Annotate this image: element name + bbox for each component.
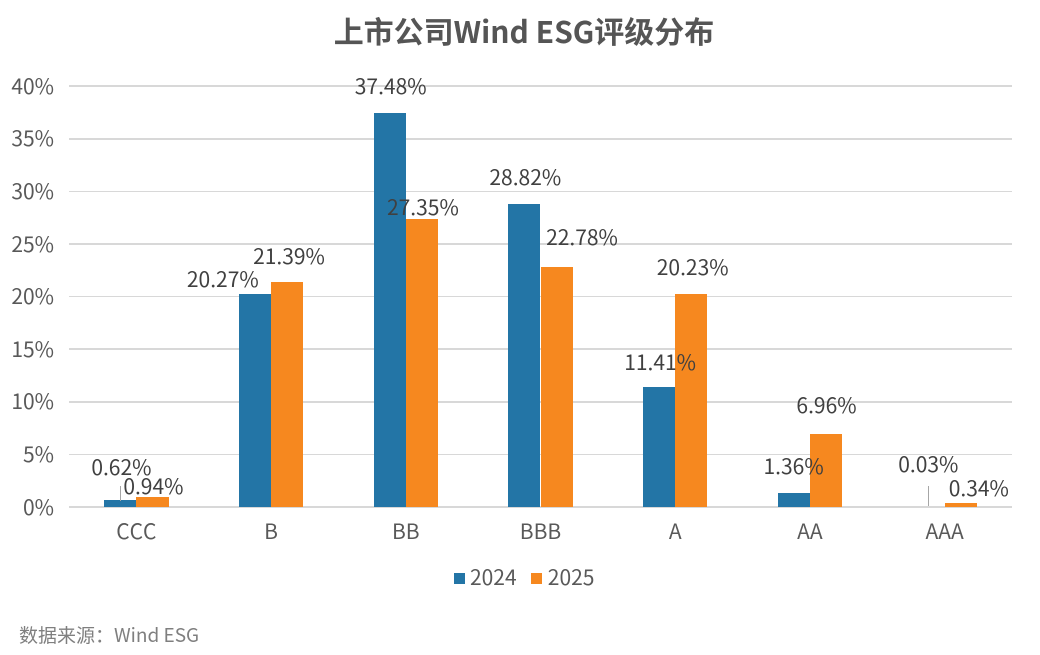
- data-label-2024-CCC: 0.62%: [91, 451, 152, 482]
- bar-2024-BB: [373, 112, 406, 507]
- gridline-0%: [69, 506, 1012, 508]
- data-label-2024-BBB: 28.82%: [489, 161, 562, 192]
- bar-2025-AA: [809, 433, 843, 507]
- bar-2025-B: [271, 281, 304, 507]
- bar-2025-BB: [405, 219, 438, 507]
- y-axis-tick-label: 20%: [11, 281, 54, 312]
- data-label-2024-A: 11.41%: [624, 346, 696, 377]
- data-label-2024-BB: 37.48%: [354, 71, 427, 102]
- source-note: 数据来源：Wind ESG: [19, 621, 200, 648]
- x-axis-category-label: CCC: [116, 515, 157, 546]
- bar-2024-CCC: [104, 500, 137, 507]
- data-label-leader-line: [120, 486, 122, 501]
- y-axis-tick-label: 30%: [11, 175, 54, 206]
- data-label-2025-BB: 27.35%: [386, 192, 459, 223]
- x-axis-category-label: BBB: [519, 515, 562, 546]
- gridline-25%: [69, 243, 1012, 245]
- bar-2025-BBB: [540, 267, 573, 507]
- data-label-2025-AA: 6.96%: [796, 389, 857, 420]
- y-axis-tick-label: 10%: [11, 386, 54, 417]
- x-axis-category-label: B: [264, 515, 278, 546]
- legend-label-2025: 2025: [547, 561, 595, 592]
- gridline-40%: [69, 85, 1012, 87]
- data-label-2025-AAA: 0.34%: [948, 473, 1009, 504]
- y-axis-tick-label: 0%: [23, 491, 54, 522]
- bar-2025-CCC: [136, 497, 169, 507]
- data-label-2025-B: 21.39%: [253, 240, 325, 271]
- data-label-2024-AAA: 0.03%: [898, 448, 959, 479]
- gridline-30%: [69, 190, 1012, 193]
- data-label-2025-BBB: 22.78%: [546, 221, 618, 252]
- bar-2024-BBB: [508, 203, 541, 507]
- x-axis-category-label: BB: [391, 515, 420, 546]
- bar-2024-A: [643, 386, 676, 507]
- y-axis-tick-label: 15%: [11, 333, 54, 364]
- x-axis-category-label: AA: [797, 515, 823, 546]
- y-axis-tick-label: 35%: [11, 123, 54, 154]
- x-axis-category-label: AAA: [925, 515, 964, 546]
- y-axis-tick-label: 5%: [23, 438, 54, 469]
- y-axis-tick-label: 25%: [11, 228, 54, 259]
- legend-swatch-2025: [531, 572, 543, 584]
- chart-title: 上市公司Wind ESG评级分布: [333, 8, 715, 52]
- data-label-2025-A: 20.23%: [656, 251, 729, 282]
- data-label-2024-B: 20.27%: [186, 264, 259, 295]
- legend-swatch-2024: [454, 572, 465, 584]
- bar-2024-AA: [777, 492, 810, 507]
- bar-2025-A: [675, 294, 708, 507]
- data-label-2024-AA: 1.36%: [763, 451, 824, 482]
- data-label-2025-CCC: 0.94%: [123, 471, 184, 502]
- bar-2025-AAA: [944, 503, 977, 507]
- data-label-leader-line: [928, 485, 930, 506]
- bar-2024-B: [238, 293, 272, 507]
- y-axis-tick-label: 40%: [11, 70, 54, 101]
- gridline-35%: [69, 138, 1012, 140]
- legend-label-2024: 2024: [470, 561, 517, 592]
- x-axis-category-label: A: [668, 515, 682, 546]
